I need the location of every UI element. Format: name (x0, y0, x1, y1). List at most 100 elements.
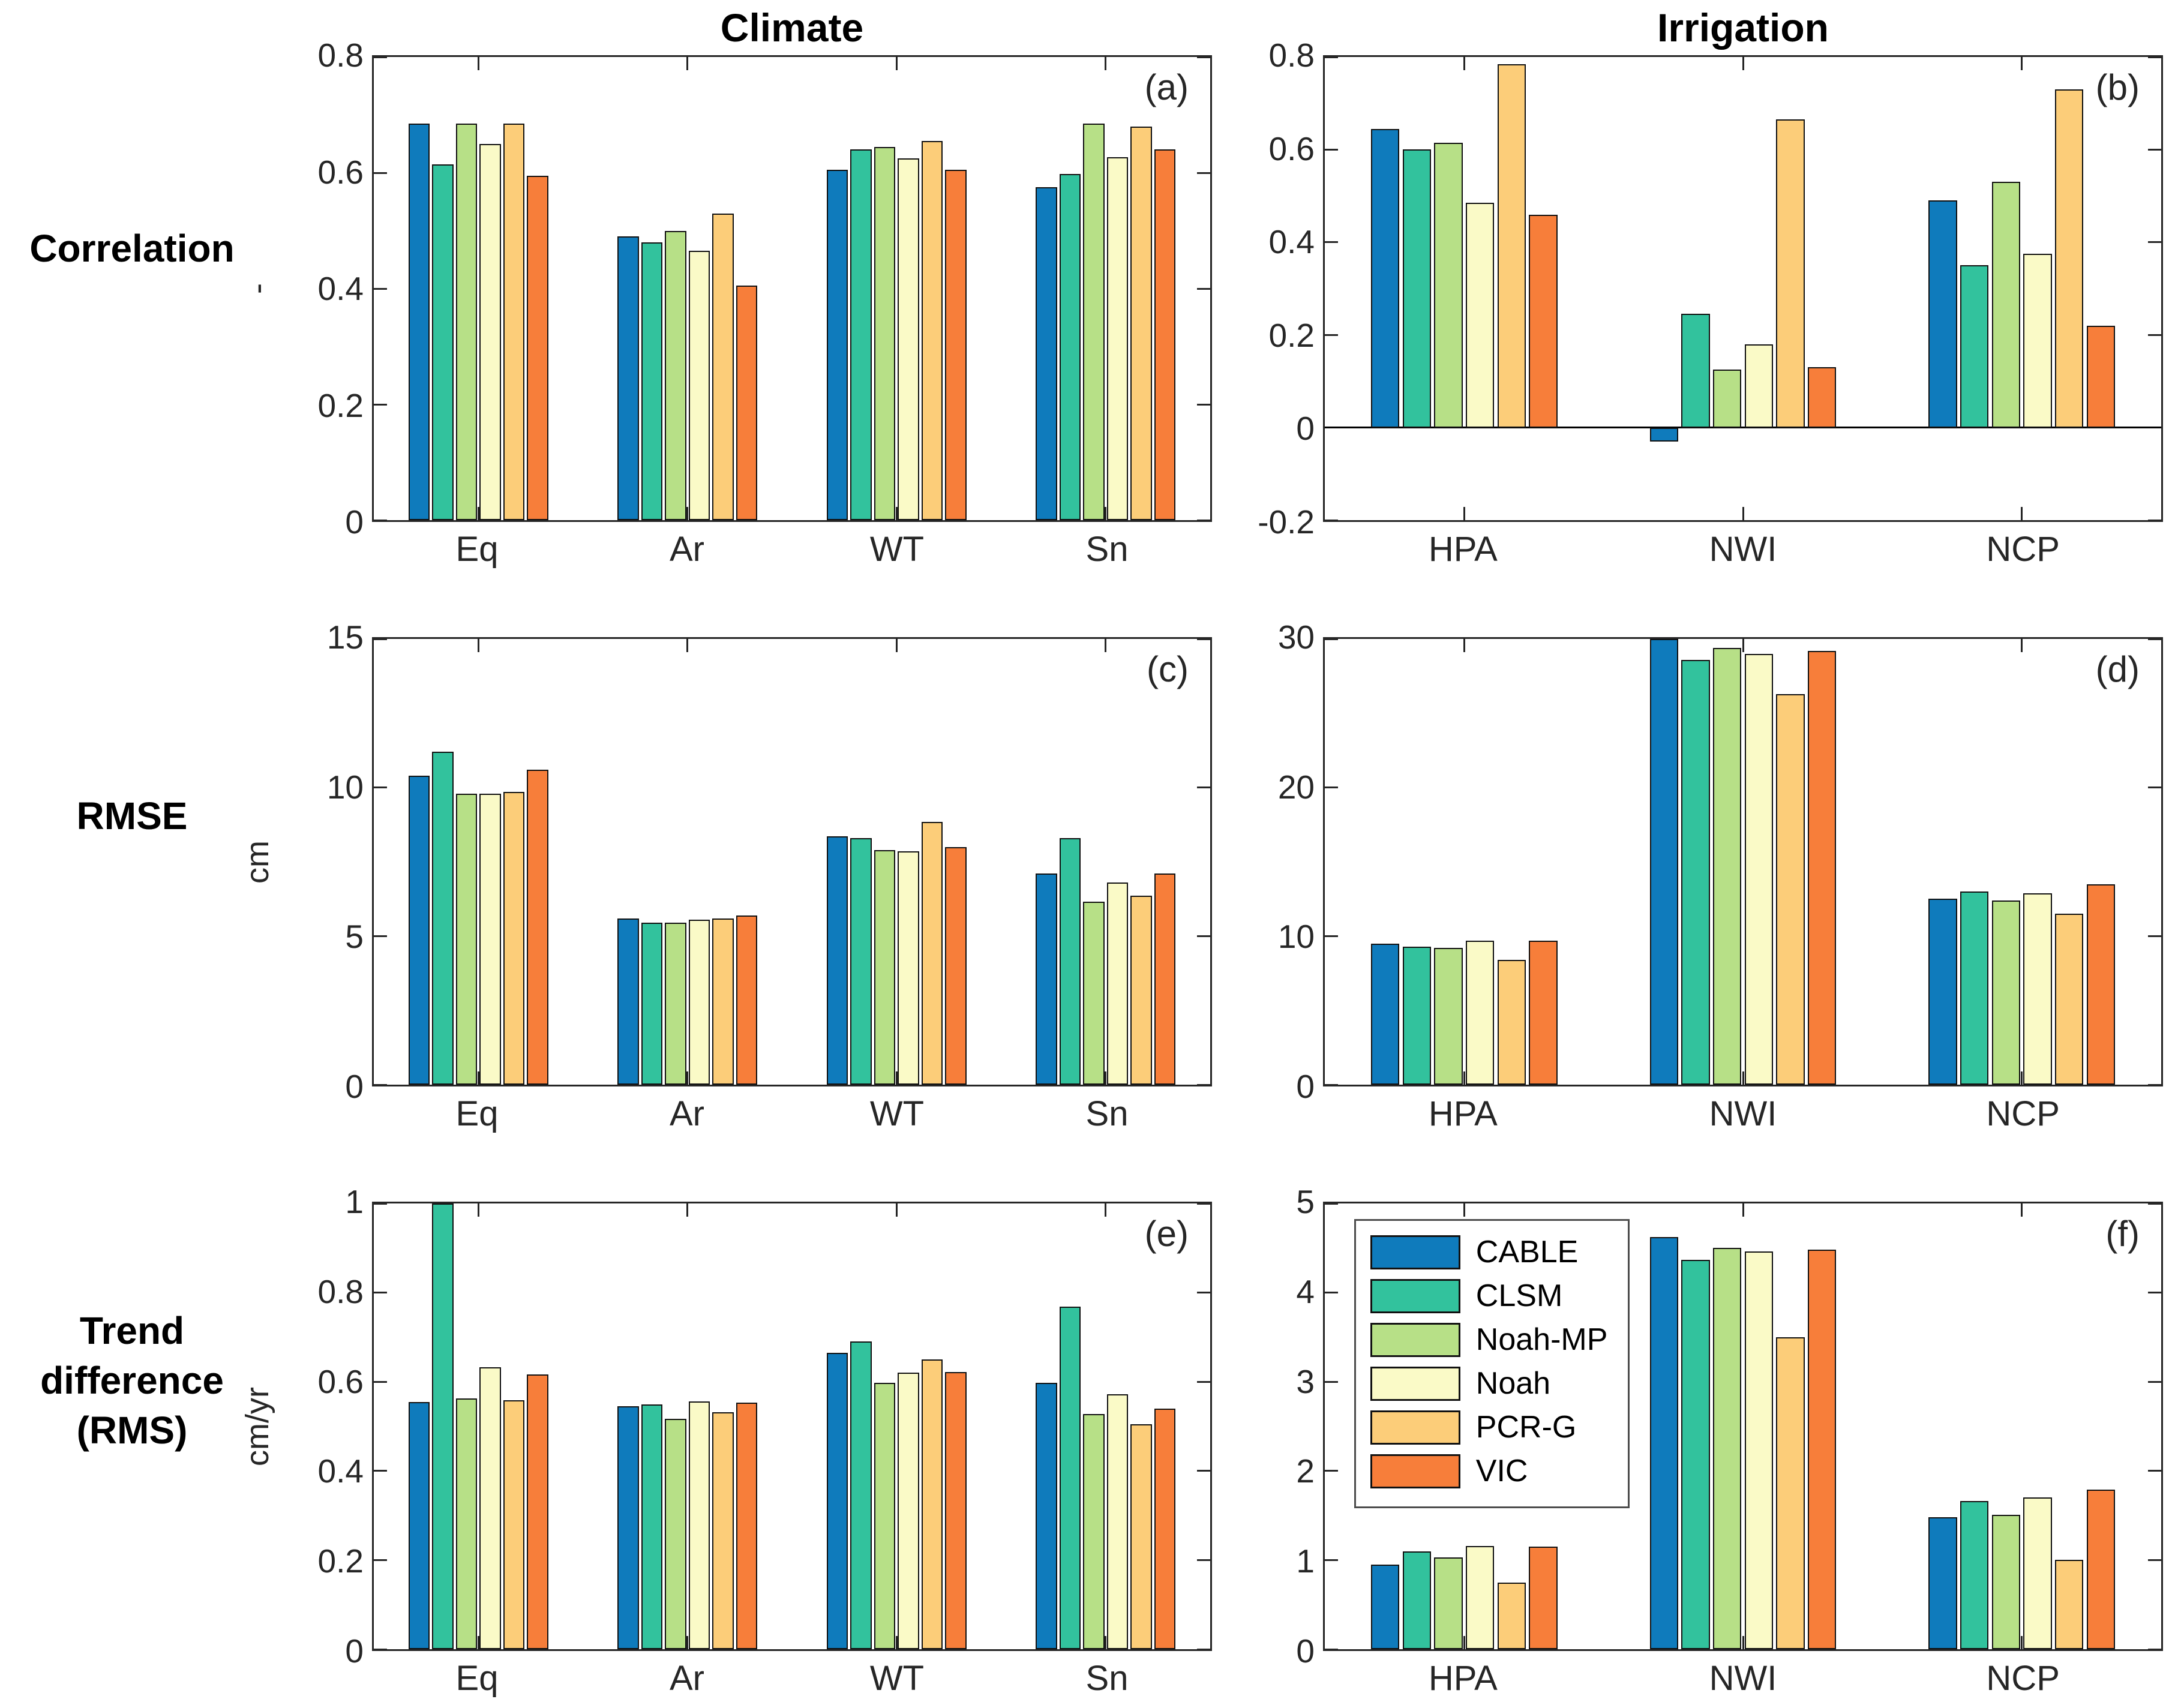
y-tick-mark (1325, 639, 1338, 640)
bar-CLSM-NCP (1960, 265, 1989, 428)
bar-CLSM-Ar (641, 923, 663, 1085)
y-tick-mark (2148, 1559, 2161, 1561)
x-tick-label: Sn (1085, 1094, 1129, 1133)
y-tick-mark (1325, 241, 1338, 244)
x-tick-mark (895, 1203, 898, 1217)
y-tick-mark (1325, 57, 1338, 58)
x-tick-label: HPA (1428, 530, 1498, 569)
x-tick-mark (477, 1071, 479, 1085)
x-tick-label: Sn (1085, 1659, 1129, 1698)
x-tick-mark (895, 57, 898, 70)
x-tick-mark (1105, 1636, 1107, 1649)
x-tick-mark (1742, 1071, 1744, 1085)
bar-CABLE-Eq (408, 1401, 430, 1649)
x-tick-mark (477, 1203, 479, 1217)
y-tick-mark (2148, 1292, 2161, 1294)
bar-Noah-MP-NCP (1991, 1514, 2021, 1649)
y-tick-mark (374, 787, 387, 789)
bar-CLSM-Ar (641, 242, 663, 520)
y-axis-unit-label: cm/yr (239, 1386, 275, 1466)
x-tick-mark (1105, 639, 1107, 652)
bar-CABLE-Sn (1036, 873, 1057, 1085)
legend-item-VIC: VIC (1370, 1453, 1608, 1489)
column-title-irrigation: Irrigation (1657, 5, 1829, 50)
bar-CABLE-WT (826, 1352, 848, 1649)
plot-wrap-a: - 0 0.2 0.4 0.6 0.8 (a) Eq Ar WT Sn (239, 38, 1212, 570)
y-tick-label: 0 (345, 503, 364, 541)
y-tick-mark (374, 1470, 387, 1472)
y-tick-mark (1197, 519, 1210, 520)
row-label-rmse: RMSE (76, 794, 188, 838)
bar-CLSM-Eq (432, 164, 454, 520)
legend-item-CLSM: CLSM (1370, 1278, 1608, 1314)
y-tick-label: 0.8 (317, 37, 364, 74)
x-tick-label: Eq (455, 1659, 499, 1698)
bar-CLSM-NCP (1960, 891, 1989, 1085)
bar-Noah-NWI (1744, 1251, 1774, 1649)
y-tick-label: 0.2 (317, 386, 364, 424)
bar-CABLE-NWI (1649, 1237, 1679, 1649)
legend-item-CABLE: CABLE (1370, 1234, 1608, 1270)
y-tick-label: 0.6 (317, 153, 364, 191)
x-axis-labels-e: Eq Ar WT Sn (372, 1651, 1212, 1699)
bar-VIC-WT (945, 1371, 967, 1649)
y-tick-mark (2148, 148, 2161, 151)
bar-VIC-WT (945, 170, 967, 520)
bar-CLSM-Sn (1059, 838, 1081, 1085)
y-tick-label: 15 (326, 619, 364, 656)
legend-item-Noah-MP: Noah-MP (1370, 1322, 1608, 1358)
x-tick-label: HPA (1428, 1659, 1498, 1698)
x-tick-mark (2021, 1636, 2023, 1649)
bar-CABLE-Sn (1036, 1382, 1057, 1649)
x-tick-mark (1105, 57, 1107, 70)
bar-VIC-WT (945, 847, 967, 1085)
y-tick-mark (2148, 1203, 2161, 1205)
y-tick-mark (374, 1083, 387, 1085)
y-tick-label: 0 (1296, 1632, 1315, 1670)
x-tick-label: Eq (455, 1094, 499, 1133)
bar-Noah-NCP (2023, 893, 2052, 1085)
x-tick-mark (477, 639, 479, 652)
y-tick-mark (1197, 172, 1210, 174)
y-tick-label: 1 (345, 1183, 364, 1220)
bar-Noah-MP-NWI (1712, 647, 1742, 1085)
bar-PCR-G-WT (921, 140, 943, 520)
y-tick-label: 0.2 (317, 1542, 364, 1580)
panel-a: Climate - 0 0.2 0.4 0.6 0.8 (a) Eq Ar WT Sn (239, 0, 1212, 570)
bar-Noah-MP-Eq (455, 793, 478, 1085)
y-tick-label: 0 (1296, 1068, 1315, 1105)
plot-area-f: (f) CABLE CLSM Noah-MP Noah PCR-G VIC (1323, 1202, 2163, 1651)
bar-Noah-MP-Sn (1083, 902, 1105, 1085)
bar-VIC-Sn (1154, 873, 1176, 1085)
bar-VIC-Sn (1154, 149, 1176, 520)
bar-VIC-NCP (2086, 325, 2115, 428)
bar-Noah-MP-HPA (1434, 948, 1463, 1085)
bar-Noah-MP-Sn (1083, 1414, 1105, 1649)
bar-CABLE-WT (826, 836, 848, 1085)
bar-PCR-G-Ar (712, 1412, 734, 1649)
bar-Noah-MP-HPA (1434, 1557, 1463, 1649)
panel-f: 0 1 2 3 4 5 (f) CABLE CLSM Noah-MP Noah PCR-G VIC H… (1221, 1134, 2163, 1699)
y-tick-label: -0.2 (1258, 503, 1315, 541)
y-tick-mark (374, 57, 387, 58)
bar-CABLE-NWI (1649, 427, 1679, 442)
bar-PCR-G-WT (921, 1359, 943, 1649)
x-tick-mark (477, 57, 479, 70)
y-tick-label: 2 (1296, 1452, 1315, 1490)
bar-CLSM-WT (850, 149, 872, 520)
x-tick-mark (1463, 57, 1465, 70)
panel-d: 0 10 20 30 (d) HPA NWI NCP (1221, 570, 2163, 1134)
legend-label-Noah-MP: Noah-MP (1475, 1322, 1608, 1357)
zero-line (1325, 427, 2161, 429)
bar-CABLE-NCP (1928, 200, 1957, 428)
x-tick-mark (1742, 507, 1744, 520)
y-tick-label: 0 (1296, 410, 1315, 448)
bar-Noah-Ar (688, 1401, 710, 1649)
panel-b: Irrigation -0.2 0 0.2 0.4 0.6 0.8 (b) HPA NWI N… (1221, 0, 2163, 570)
y-tick-mark (1325, 334, 1338, 336)
y-tick-mark (1197, 935, 1210, 937)
y-axis-f: 0 1 2 3 4 5 (1221, 1185, 1323, 1699)
bar-CLSM-HPA (1402, 149, 1432, 428)
bar-PCR-G-Sn (1130, 126, 1152, 520)
